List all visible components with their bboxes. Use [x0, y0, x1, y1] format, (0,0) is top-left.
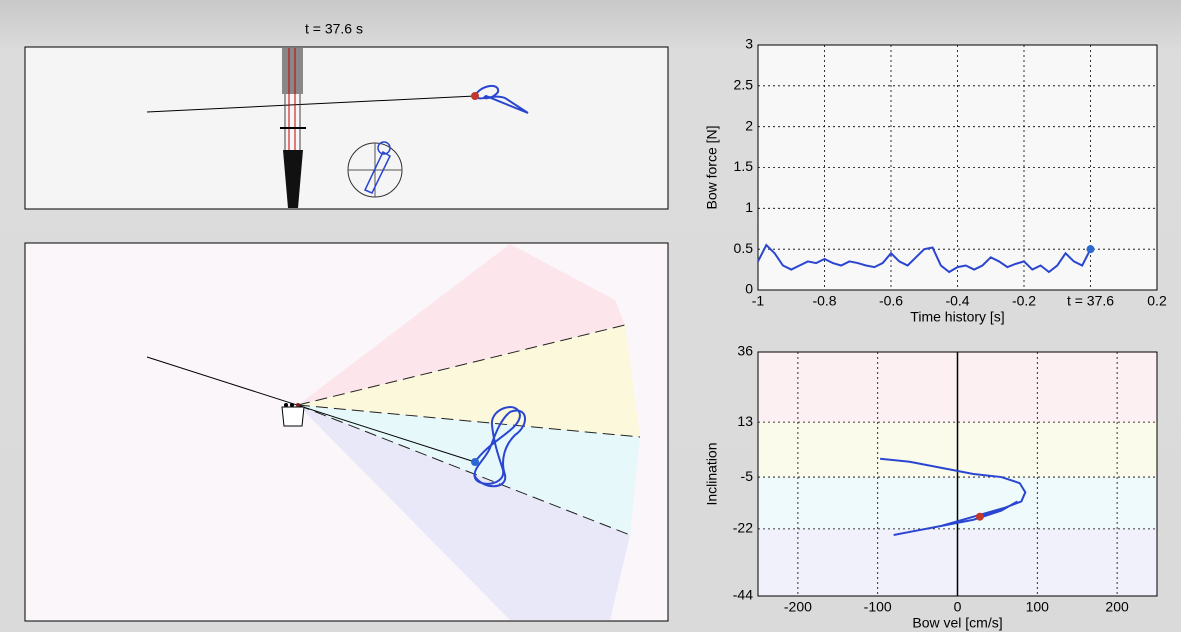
x-tick-label: -100	[864, 599, 892, 615]
x-tick-label: -0.4	[945, 293, 969, 309]
y-tick-label: 36	[737, 343, 753, 359]
y-tick-label: 2.5	[734, 77, 754, 93]
y-tick-label: 2	[745, 117, 753, 133]
x-axis-label: Time history [s]	[910, 309, 1004, 325]
y-tick-label: 0.5	[734, 240, 754, 256]
x-tick-label: -1	[752, 293, 765, 309]
bow-panel	[25, 243, 668, 621]
y-tick-label: 13	[737, 413, 753, 429]
page: t = 37.6 s -1 -0.8 -0.6 -0.4 -0.2 t = 37.6 0.2	[0, 0, 1181, 632]
x-tick-label: 0	[954, 599, 962, 615]
x-tick-label: 100	[1026, 599, 1050, 615]
current-marker	[976, 513, 984, 521]
x-tick-label: t = 37.6	[1067, 293, 1114, 309]
x-tick-label: 0.2	[1147, 293, 1167, 309]
x-tick-label: -200	[784, 599, 812, 615]
x-tick-label: 200	[1105, 599, 1129, 615]
y-axis-label: Inclination	[704, 442, 720, 505]
y-axis-label: Bow force [N]	[704, 125, 720, 209]
y-tick-label: 1.5	[734, 158, 754, 174]
y-tick-label: -22	[733, 520, 753, 536]
y-tick-label: 1	[745, 199, 753, 215]
x-tick-label: -0.6	[879, 293, 903, 309]
x-axis-label: Bow vel [cm/s]	[912, 615, 1002, 631]
y-tick-label: -5	[741, 468, 754, 484]
x-tick-label: -0.8	[812, 293, 836, 309]
y-tick-label: -44	[733, 587, 753, 603]
y-tick-label: 3	[745, 36, 753, 52]
figure-title: t = 37.6 s	[305, 21, 363, 37]
current-marker	[1087, 245, 1095, 253]
y-tick-label: 0	[745, 281, 753, 297]
x-tick-label: -0.2	[1012, 293, 1036, 309]
string-panel	[25, 47, 668, 209]
figure: t = 37.6 s -1 -0.8 -0.6 -0.4 -0.2 t = 37.6 0.2	[0, 0, 1181, 632]
